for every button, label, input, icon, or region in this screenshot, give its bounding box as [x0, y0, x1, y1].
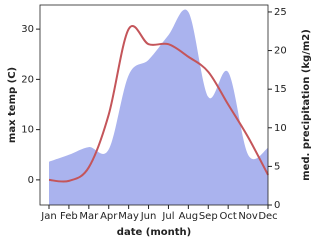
x-tick-label: Nov — [238, 211, 258, 222]
x-tick-label: Oct — [220, 211, 237, 222]
x-tick-label: Dec — [258, 211, 277, 222]
y-tick-label: 10 — [21, 125, 34, 136]
x-tick-label: Aug — [179, 211, 199, 222]
y2-tick-label: 20 — [274, 46, 287, 57]
x-axis-title: date (month) — [117, 227, 191, 238]
y-tick-label: 30 — [21, 24, 34, 35]
y-tick-label: 20 — [21, 74, 34, 85]
x-tick-label: Apr — [100, 211, 118, 222]
x-tick-label: Jun — [140, 211, 157, 222]
y2-tick-label: 0 — [274, 200, 280, 211]
y2-tick-label: 25 — [274, 7, 287, 18]
x-tick-label: Jan — [40, 211, 56, 222]
y-axis-title: max temp (C) — [7, 67, 18, 143]
plot-frame — [39, 4, 269, 206]
y-tick-label: 0 — [28, 175, 34, 186]
x-tick-label: May — [118, 211, 139, 222]
precipitation-area — [49, 9, 268, 205]
y2-axis-title: med. precipitation (kg/m2) — [301, 29, 312, 181]
y2-tick-label: 5 — [274, 161, 280, 172]
x-tick-label: Jul — [161, 211, 174, 222]
x-tick-label: Sep — [199, 211, 218, 222]
temp-line — [48, 25, 269, 183]
y2-tick-label: 10 — [274, 123, 287, 134]
y2-tick-label: 15 — [274, 84, 287, 95]
x-tick-label: Feb — [60, 211, 78, 222]
x-tick-label: Mar — [79, 211, 99, 222]
